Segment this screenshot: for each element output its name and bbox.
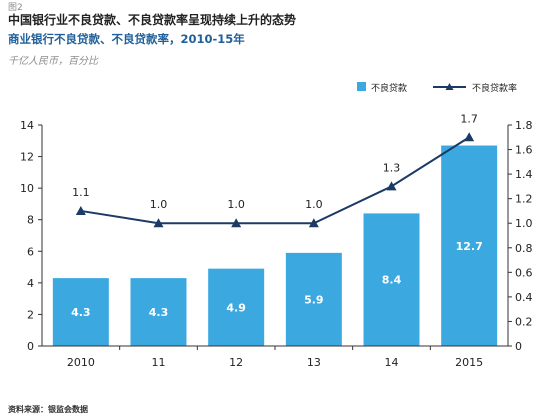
bar-11: [130, 278, 187, 346]
left-tick-label: 12: [20, 151, 34, 164]
x-tick-label: 13: [307, 356, 321, 369]
left-tick-label: 2: [27, 308, 34, 321]
left-tick-label: 6: [27, 245, 34, 258]
left-tick-label: 4: [27, 277, 34, 290]
line-label: 1.0: [150, 198, 168, 211]
right-tick-label: 1.4: [515, 168, 533, 181]
right-tick-label: 1.0: [515, 217, 533, 230]
figure-label: 图2: [8, 3, 23, 13]
bar-2010: [52, 278, 109, 346]
line-label: 1.7: [460, 112, 478, 125]
right-tick-label: 0.8: [515, 242, 533, 255]
legend-line-marker: [445, 83, 454, 90]
right-tick-label: 1.8: [515, 119, 533, 132]
x-tick-label: 2010: [67, 356, 95, 369]
x-tick-label: 12: [229, 356, 243, 369]
line-label: 1.0: [305, 198, 323, 211]
x-tick-label: 2015: [455, 356, 483, 369]
bar-label: 4.9: [226, 301, 246, 314]
bar-label: 8.4: [382, 274, 402, 287]
line-point: [153, 218, 164, 228]
line-point: [75, 205, 86, 215]
line-point: [231, 218, 242, 228]
bar-label: 4.3: [149, 306, 169, 319]
x-tick-label: 14: [385, 356, 399, 369]
chart-title: 中国银行业不良贷款、不良贷款率呈现持续上升的态势: [8, 13, 297, 27]
line-series-npl-ratio: [80, 136, 470, 225]
chart-subtitle: 商业银行不良贷款、不良贷款率，2010-15年: [8, 32, 245, 46]
right-tick-label: 1.2: [515, 193, 533, 206]
bar-2015: [441, 145, 498, 346]
left-tick-label: 14: [20, 119, 34, 132]
line-label: 1.1: [72, 186, 90, 199]
right-tick-label: 1.6: [515, 144, 533, 157]
bar-label: 12.7: [456, 240, 483, 253]
legend-line-label: 不良贷款率: [472, 82, 517, 94]
bar-label: 5.9: [304, 293, 324, 306]
line-point: [464, 132, 475, 142]
source-note: 资料来源：银监会数据: [8, 405, 88, 414]
bar-13: [285, 252, 342, 346]
bar-12: [208, 268, 265, 346]
x-tick-label: 11: [152, 356, 166, 369]
line-point: [386, 181, 397, 191]
right-tick-label: 0.2: [515, 315, 533, 328]
right-tick-label: 0: [515, 340, 522, 353]
bar-14: [363, 213, 420, 346]
line-label: 1.0: [227, 198, 245, 211]
legend-bar-swatch: [357, 82, 366, 91]
left-tick-label: 0: [27, 340, 34, 353]
bar-label: 4.3: [71, 306, 91, 319]
right-tick-label: 0.4: [515, 291, 533, 304]
right-tick-label: 0.6: [515, 266, 533, 279]
left-tick-label: 10: [20, 182, 34, 195]
left-tick-label: 8: [27, 214, 34, 227]
legend-bar-label: 不良贷款: [371, 82, 407, 94]
line-label: 1.3: [383, 161, 401, 174]
line-point: [308, 218, 319, 228]
unit-label: 千亿人民币，百分比: [8, 56, 98, 67]
